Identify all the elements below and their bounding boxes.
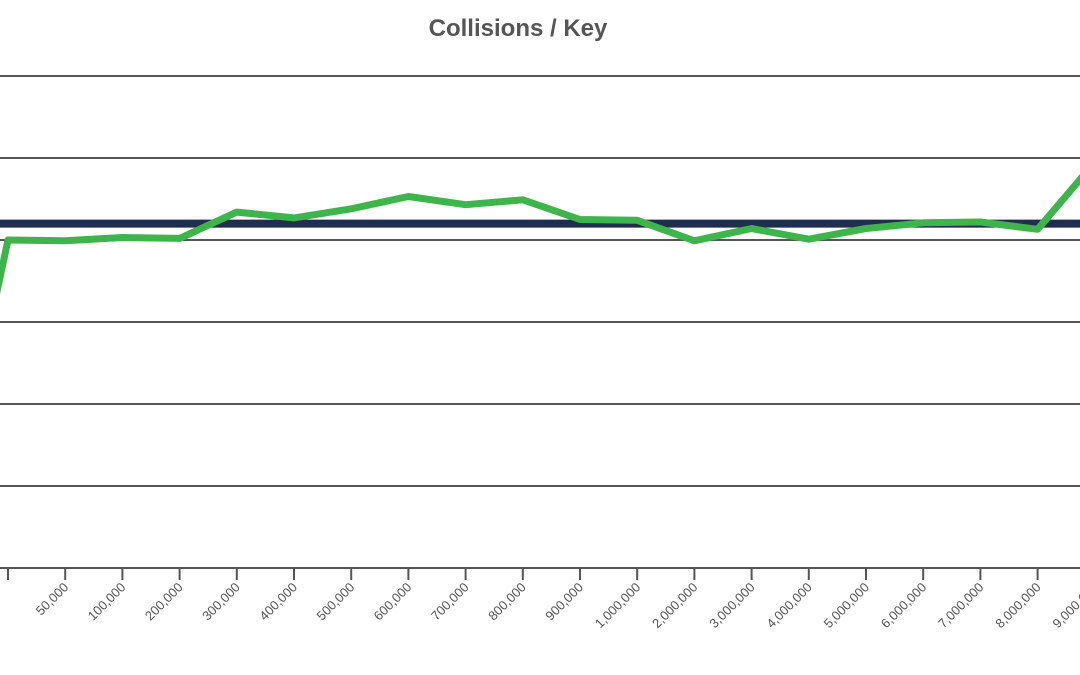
x-axis: [0, 567, 1080, 580]
x-tick-label: 5,000,000: [821, 580, 873, 632]
x-tick-label: 3,000,000: [706, 580, 758, 632]
x-tick-label: 600,000: [371, 580, 415, 624]
x-tick-labels: 50,000 100,000 200,000 300,000 400,000 500,00…: [33, 580, 1080, 632]
x-tick-label: 2,000,000: [649, 580, 701, 632]
x-tick-label: 4,000,000: [763, 580, 815, 632]
x-tick-label: 300,000: [199, 580, 243, 624]
x-tick-label: 100,000: [85, 580, 129, 624]
series-line: [0, 174, 1080, 295]
x-tick-label: 6,000,000: [878, 580, 930, 632]
x-tick-label: 400,000: [256, 580, 300, 624]
x-tick-label: 900,000: [542, 580, 586, 624]
x-tick-label: 8,000,000: [992, 580, 1044, 632]
x-tick-label: 7,000,000: [935, 580, 987, 632]
gridlines: [0, 75, 1080, 487]
x-tick-label: 500,000: [313, 580, 357, 624]
x-tick-label: 700,000: [428, 580, 472, 624]
x-tick-label: 50,000: [33, 580, 72, 619]
series-group: [0, 174, 1080, 295]
x-tick-label: 9,000,000: [1049, 580, 1080, 632]
x-tick-label: 800,000: [485, 580, 529, 624]
x-tick-label: 1,000,000: [592, 580, 644, 632]
x-tick-label: 200,000: [142, 580, 186, 624]
chart-title: Collisions / Key: [429, 15, 608, 42]
